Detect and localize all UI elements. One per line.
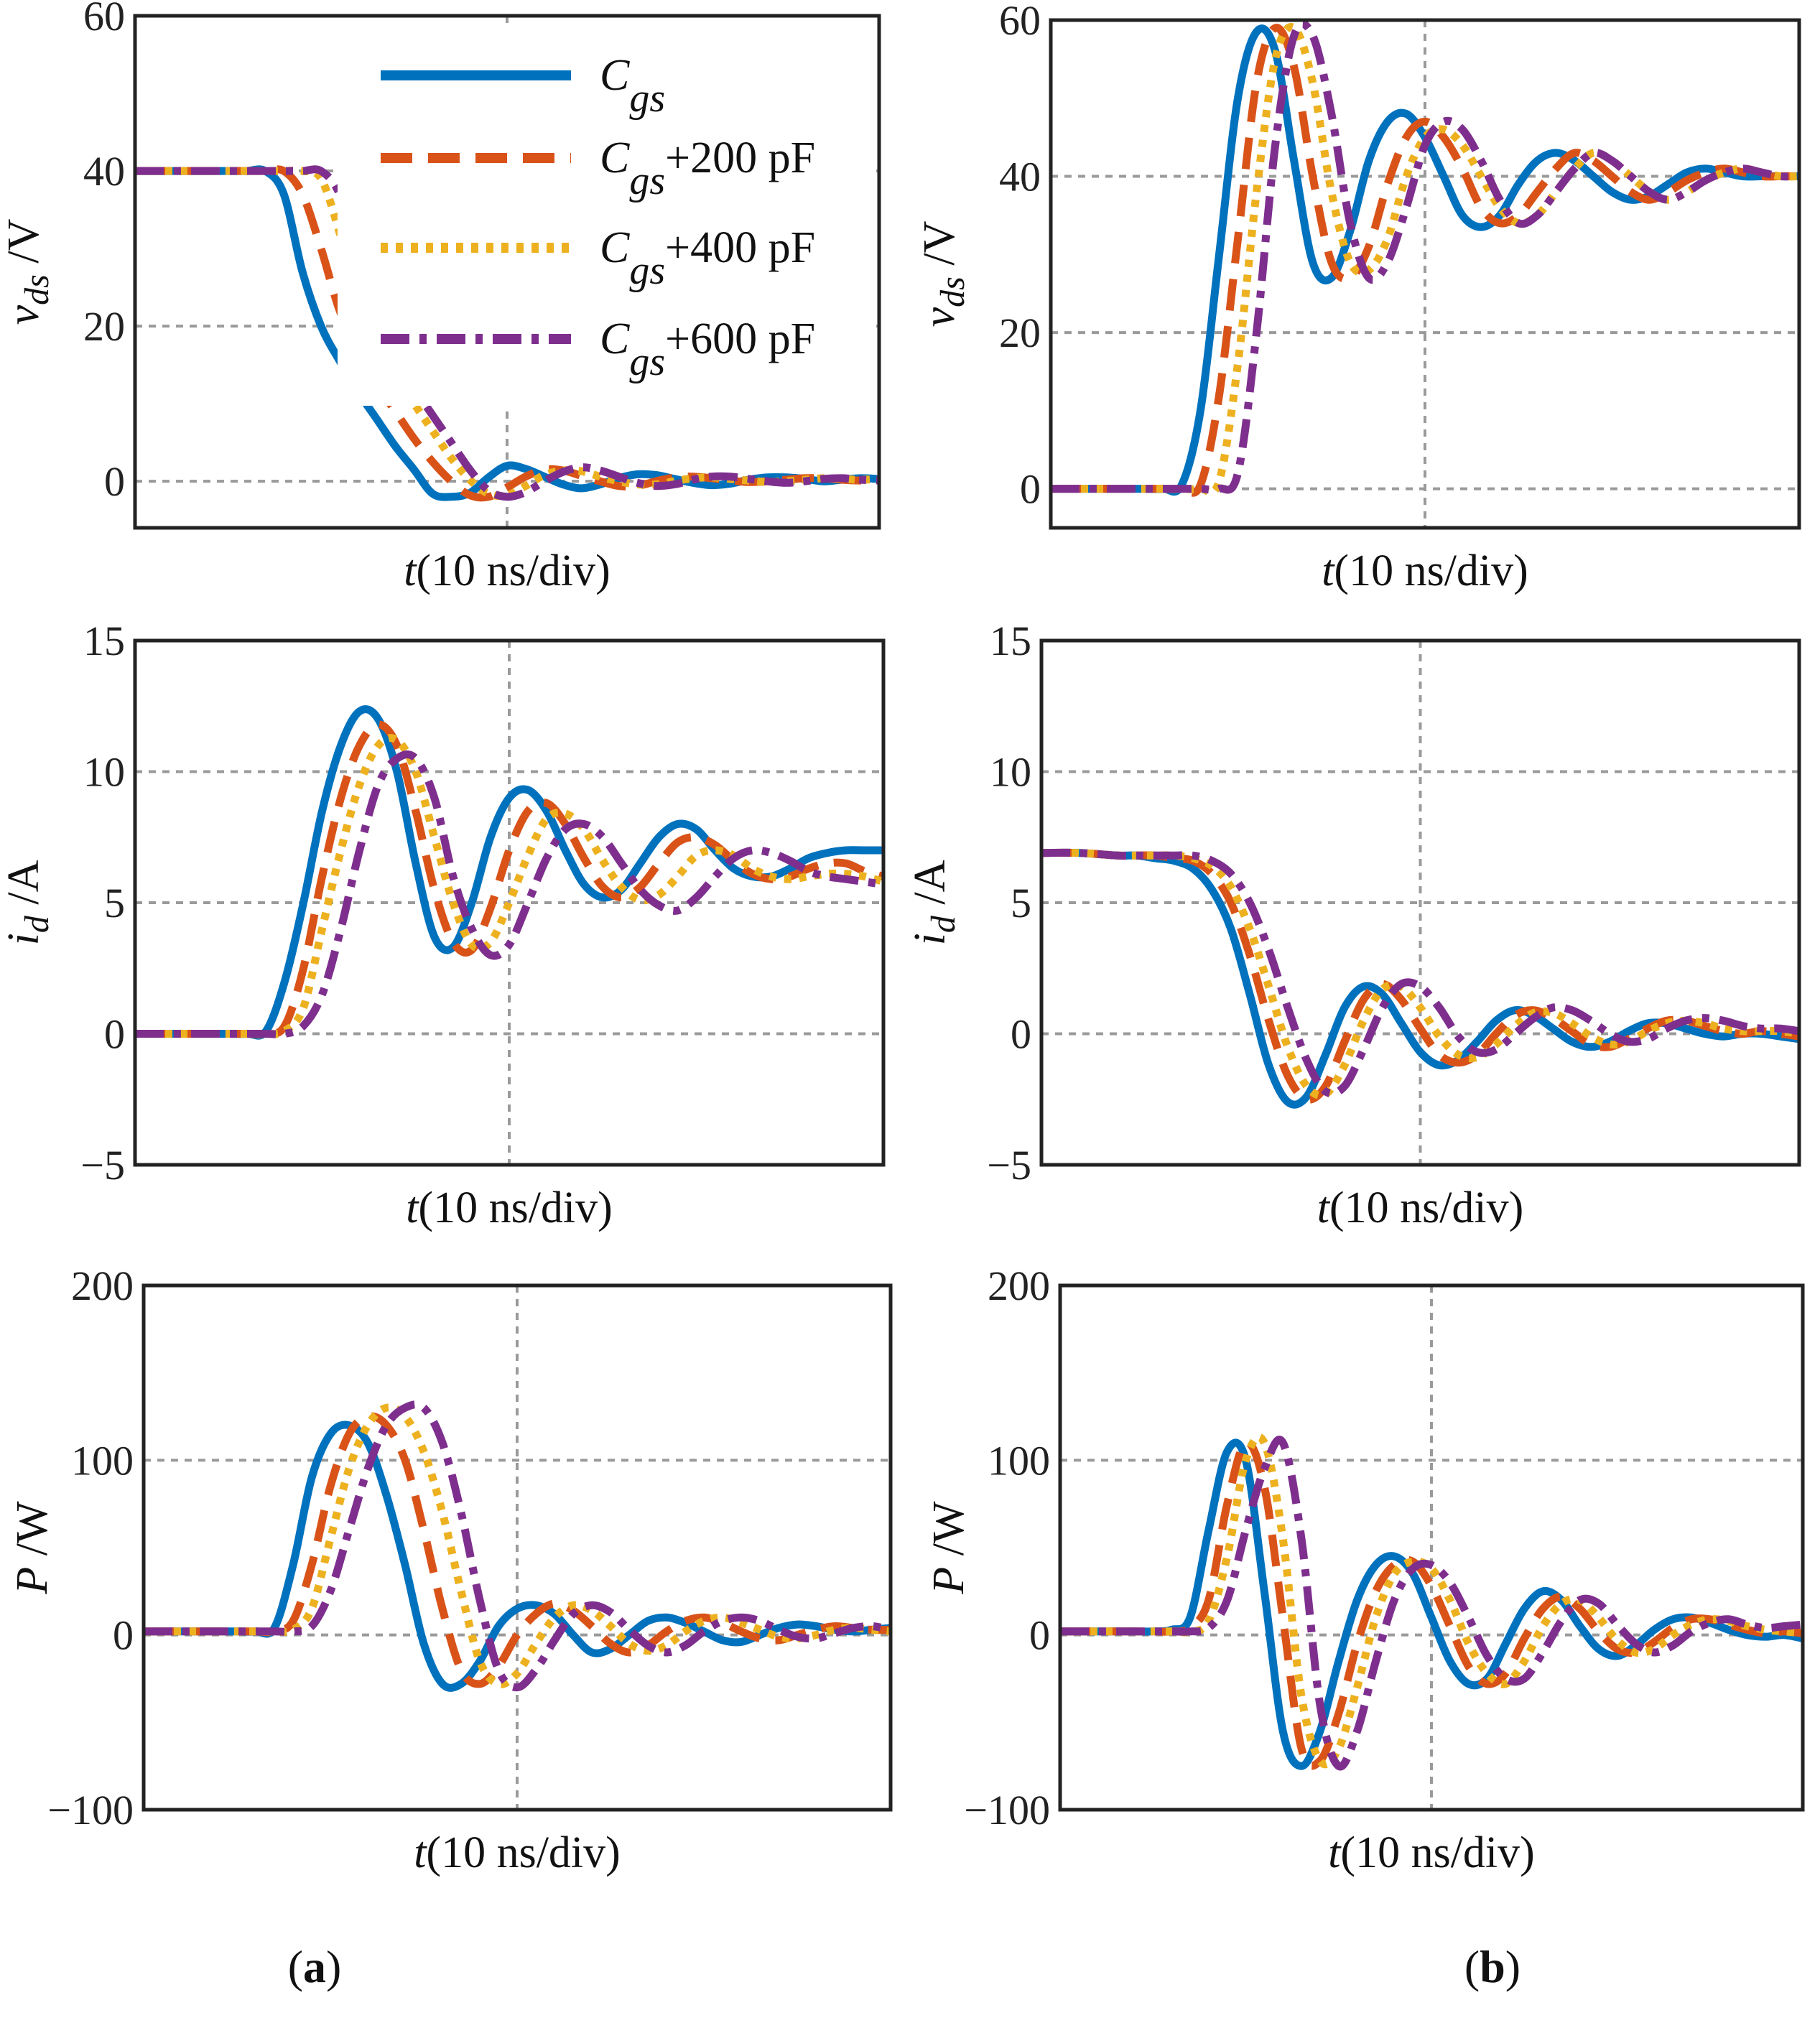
y-tick-label: 5 — [104, 880, 125, 926]
plot-frame — [1039, 638, 1801, 1167]
chart-a-v: 0 20 40 60 vds /V t(10 ns/div) — [0, 0, 881, 595]
y-tick-label: −100 — [47, 1787, 134, 1833]
y-tick-label: 0 — [1029, 1612, 1050, 1659]
y-axis-label: vds /V — [0, 218, 56, 325]
series-line-s3 — [135, 165, 879, 501]
series-line-s0 — [144, 1420, 891, 1692]
series-line-s3 — [144, 1400, 891, 1692]
series-group — [1041, 848, 1799, 1109]
y-tick-label: 15 — [990, 618, 1031, 664]
y-tick-label: 5 — [1011, 880, 1031, 926]
y-tick-label: 200 — [988, 1262, 1050, 1309]
y-tick-label: 15 — [83, 618, 125, 664]
series-line-s0 — [1060, 1438, 1803, 1770]
series-line-s3 — [135, 750, 883, 1038]
y-tick-label: 200 — [71, 1262, 134, 1309]
series-line-s1 — [1051, 24, 1799, 497]
panels: 0 20 40 60 vds /V t(10 ns/div) 0 20 40 60 vds /V t(… — [0, 0, 1805, 1877]
x-axis-label: t(10 ns/div) — [1328, 1828, 1535, 1877]
y-axis-label: id /A — [906, 860, 962, 945]
chart-b-v: 0 20 40 60 vds /V t(10 ns/div) — [915, 0, 1801, 595]
x-axis-label: t(10 ns/div) — [406, 1183, 613, 1232]
chart-b-p: −100 0 100 200 P /W t(10 ns/div) — [924, 1262, 1805, 1877]
series-line-s1 — [1060, 1438, 1803, 1770]
series-line-s3 — [1060, 1436, 1803, 1771]
y-tick-label: 40 — [999, 154, 1041, 200]
y-tick-label: 20 — [999, 310, 1041, 356]
legend-background — [338, 25, 876, 406]
legend-label-s3: Cgs+600 pF — [600, 315, 815, 384]
panel-label-a: (a) — [288, 1941, 342, 1992]
chart-b-i: −5 0 5 10 15 id /A t(10 ns/div) — [906, 618, 1801, 1232]
x-axis-label: t(10 ns/div) — [414, 1828, 621, 1877]
series-group — [135, 165, 879, 502]
legend-entry: Cgs — [381, 51, 665, 121]
y-tick-label: 0 — [104, 458, 125, 505]
legend-label-s0: Cgs — [600, 51, 665, 121]
y-tick-label: 60 — [999, 0, 1041, 44]
y-tick-label: 0 — [1020, 466, 1041, 513]
series-line-s2 — [1060, 1433, 1803, 1769]
panel-label-b: (b) — [1464, 1941, 1520, 1992]
plot-frame — [1058, 1283, 1805, 1812]
y-tick-label: −5 — [80, 1142, 125, 1189]
series-line-s2 — [135, 734, 883, 1038]
series-line-s0 — [1051, 24, 1799, 496]
series-line-s3 — [1041, 848, 1799, 1098]
y-tick-label: 10 — [83, 749, 125, 796]
series-line-s1 — [135, 720, 883, 1038]
y-tick-label: −100 — [964, 1787, 1050, 1833]
y-axis-label: P /W — [8, 1501, 57, 1595]
plot-frame — [133, 14, 881, 530]
series-line-s2 — [1051, 23, 1799, 496]
series-group — [144, 1400, 891, 1692]
series-group — [1051, 20, 1799, 497]
plot-frame — [1049, 18, 1801, 530]
legend-entry: Cgs+400 pF — [381, 223, 815, 293]
y-tick-label: 100 — [71, 1437, 134, 1484]
x-axis-label: t(10 ns/div) — [1317, 1183, 1524, 1232]
y-tick-label: 20 — [83, 303, 125, 350]
y-tick-label: 40 — [83, 148, 125, 195]
y-tick-label: 0 — [113, 1612, 134, 1659]
y-tick-label: 100 — [988, 1437, 1050, 1484]
y-axis-label: id /A — [0, 860, 56, 945]
plot-frame — [141, 1283, 893, 1812]
chart-a-p: −100 0 100 200 P /W t(10 ns/div) — [8, 1262, 893, 1877]
legend-label-s2: Cgs+400 pF — [600, 223, 815, 293]
y-tick-label: 0 — [1011, 1011, 1031, 1058]
y-axis-label: P /W — [924, 1501, 973, 1595]
y-tick-label: 0 — [104, 1011, 125, 1058]
legend: Cgs Cgs+200 pF Cgs+400 pF Cgs+600 pF — [338, 25, 876, 406]
legend-entry: Cgs+600 pF — [381, 315, 815, 384]
legend-entry: Cgs+200 pF — [381, 134, 815, 203]
y-axis-label: vds /V — [915, 220, 972, 327]
y-tick-label: −5 — [987, 1142, 1031, 1189]
series-group — [135, 705, 883, 1040]
x-axis-label: t(10 ns/div) — [1322, 547, 1528, 595]
series-group — [1060, 1433, 1803, 1771]
y-tick-label: 10 — [990, 749, 1031, 796]
series-line-s3 — [1051, 20, 1799, 494]
series-line-s1 — [1041, 848, 1799, 1104]
y-tick-label: 60 — [83, 0, 125, 39]
plot-frame — [133, 638, 886, 1167]
legend-label-s1: Cgs+200 pF — [600, 134, 815, 203]
chart-a-i: −5 0 5 10 15 id /A t(10 ns/div) — [0, 618, 886, 1232]
x-axis-label: t(10 ns/div) — [404, 547, 610, 595]
